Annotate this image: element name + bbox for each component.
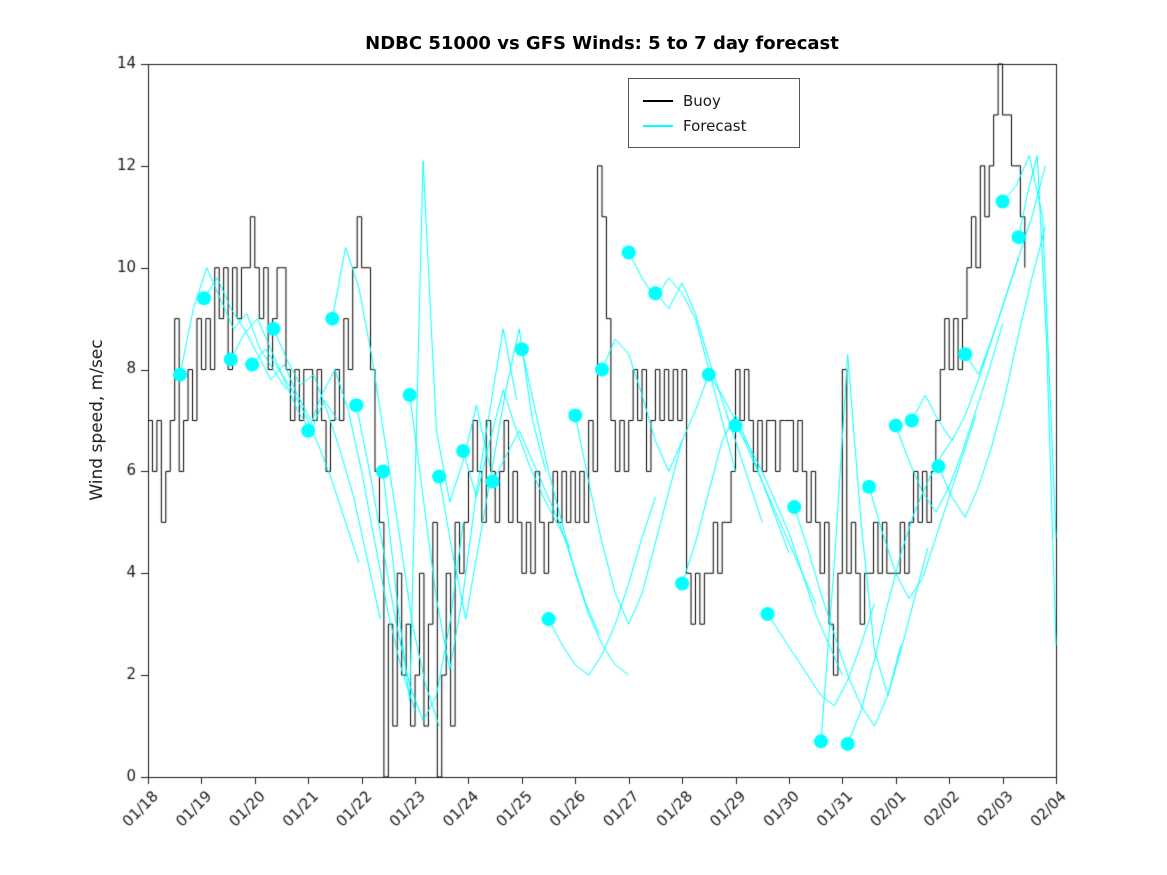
- legend-item: Buoy: [643, 88, 799, 113]
- chart-title: NDBC 51000 vs GFS Winds: 5 to 7 day fore…: [365, 33, 839, 54]
- y-axis-label: Wind speed, m/sec: [87, 339, 107, 501]
- legend-item: Forecast: [643, 113, 799, 138]
- legend-line-swatch: [643, 124, 673, 127]
- legend-item-label: Buoy: [683, 91, 721, 110]
- legend-line-swatch: [643, 99, 673, 102]
- legend-item-label: Forecast: [683, 116, 747, 135]
- legend: Buoy Forecast: [628, 78, 800, 148]
